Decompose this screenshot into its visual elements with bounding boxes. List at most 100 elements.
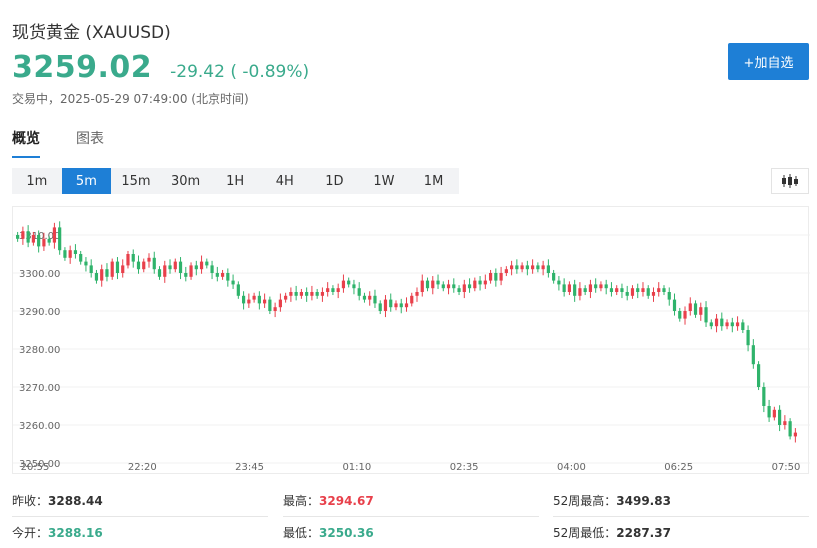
stat-open: 今开：3288.16	[12, 526, 103, 540]
candle	[241, 291, 246, 310]
candle	[399, 298, 403, 314]
candle	[667, 287, 671, 306]
period-1m[interactable]: 1m	[26, 173, 48, 189]
candle	[89, 259, 93, 278]
candle	[331, 285, 335, 296]
candle	[536, 262, 540, 273]
y-tick-label: 3250.00	[19, 459, 60, 470]
candle	[683, 306, 687, 325]
candle	[788, 418, 792, 440]
candle	[352, 279, 356, 295]
x-tick-label: 04:00	[557, 462, 586, 473]
candle	[630, 285, 635, 299]
candle	[205, 258, 209, 269]
period-1w[interactable]: 1W	[373, 173, 395, 189]
period-1mo[interactable]: 1M	[423, 173, 444, 189]
candle	[609, 282, 614, 297]
candle	[546, 259, 550, 278]
tab-chart[interactable]: 图表	[76, 131, 104, 147]
trading-status: 交易中，2025-05-29 07:49:00 (北京时间)	[12, 92, 249, 106]
candle	[100, 264, 104, 287]
candle	[341, 274, 346, 293]
candle	[210, 260, 214, 280]
candle	[525, 260, 529, 276]
candle	[730, 317, 734, 333]
candle	[347, 277, 351, 288]
candle	[641, 282, 645, 297]
candle	[231, 274, 235, 289]
candle	[404, 297, 409, 312]
candle	[21, 226, 25, 245]
candle	[625, 285, 629, 301]
candle	[305, 287, 309, 302]
candle	[583, 285, 587, 296]
candle	[473, 277, 477, 292]
candle	[483, 274, 487, 289]
candle	[126, 250, 130, 269]
period-15m[interactable]: 15m	[121, 173, 151, 189]
candle	[131, 249, 135, 268]
candle	[778, 405, 782, 432]
candle	[531, 259, 535, 274]
candle	[147, 253, 151, 268]
candle	[446, 279, 451, 295]
candle	[79, 250, 83, 265]
candle	[573, 279, 577, 302]
candle	[704, 301, 708, 327]
candle	[362, 292, 367, 303]
candle	[247, 293, 251, 308]
candle	[746, 325, 750, 352]
candle	[199, 255, 204, 274]
candle	[63, 247, 67, 261]
candle	[783, 415, 787, 430]
candle	[105, 263, 109, 282]
candle	[431, 276, 435, 295]
period-4h[interactable]: 4H	[275, 173, 294, 189]
candle	[168, 259, 172, 274]
candle	[620, 283, 624, 299]
period-5m[interactable]: 5m	[61, 168, 112, 194]
candle	[220, 269, 225, 280]
candle	[263, 293, 267, 308]
candle	[594, 278, 598, 293]
candle	[373, 289, 377, 308]
candle	[47, 235, 51, 246]
candle	[462, 279, 466, 299]
period-selector: 1m 5m 15m 30m 1H 4H 1D 1W 1M	[12, 168, 459, 194]
chart-svg: 3310.003300.003290.003280.003270.003260.…	[13, 221, 810, 473]
candle	[693, 300, 698, 318]
candle	[457, 285, 461, 296]
candle	[772, 406, 776, 421]
period-30m[interactable]: 30m	[170, 173, 201, 189]
candle	[494, 268, 498, 287]
candle	[467, 278, 472, 293]
x-tick-label: 22:20	[128, 462, 157, 473]
chart-type-button[interactable]	[771, 168, 809, 194]
period-1h[interactable]: 1H	[226, 173, 245, 189]
candle	[294, 285, 298, 301]
candlestick-chart[interactable]: 3310.003300.003290.003280.003270.003260.…	[12, 206, 810, 474]
candle	[115, 257, 120, 280]
candle	[515, 259, 519, 274]
candle	[289, 287, 293, 302]
candle	[26, 225, 30, 248]
period-1d[interactable]: 1D	[325, 173, 344, 189]
price-change: -29.42 ( -0.89%)	[170, 62, 310, 82]
stat-52w-low: 52周最低：2287.37	[553, 526, 671, 540]
candle	[278, 293, 282, 312]
candle	[142, 258, 146, 273]
candle	[383, 295, 388, 318]
candle	[84, 257, 88, 272]
candle	[688, 297, 692, 316]
candle	[68, 245, 72, 264]
candle	[226, 268, 230, 287]
add-watchlist-button[interactable]: +加自选	[728, 43, 809, 80]
current-price: 3259.02	[12, 50, 153, 85]
tab-overview[interactable]: 概览	[12, 128, 40, 158]
candle	[699, 302, 703, 321]
stat-high: 最高：3294.67	[283, 494, 374, 508]
candle	[420, 274, 424, 297]
candle	[257, 291, 261, 310]
candle	[662, 285, 666, 296]
candle	[604, 279, 608, 295]
